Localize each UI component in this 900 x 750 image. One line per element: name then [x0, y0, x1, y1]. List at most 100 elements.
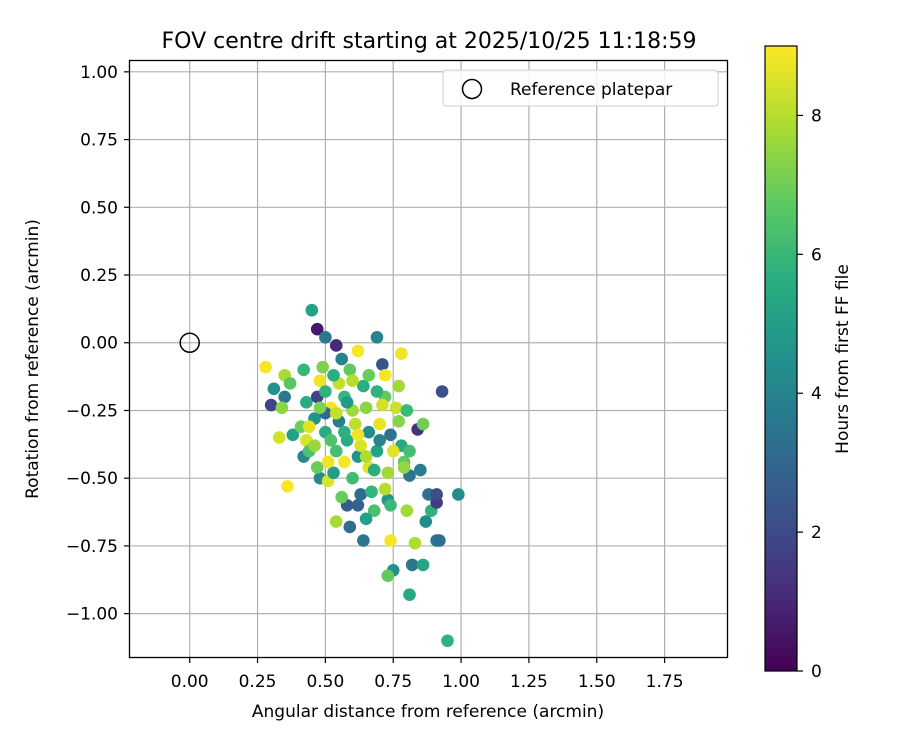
data-point	[381, 466, 395, 480]
data-point	[392, 415, 405, 428]
data-point	[343, 520, 357, 534]
data-point	[354, 439, 367, 452]
data-point	[354, 488, 367, 501]
y-tick-label: −0.75	[66, 537, 118, 557]
data-point	[435, 385, 449, 398]
colorbar-tick-label: 4	[811, 384, 822, 404]
data-point	[335, 490, 348, 504]
colorbar-tick-label: 2	[811, 523, 822, 543]
colorbar-gradient	[764, 45, 798, 672]
data-point	[367, 463, 381, 477]
data-point	[308, 439, 321, 452]
data-point	[359, 512, 373, 526]
y-axis-ticks: 1.00 0.75 0.50 0.25 0.00 −0.25 −0.50 −0.75 −1.00	[66, 63, 130, 625]
data-point	[324, 433, 338, 447]
plot-frame	[128, 59, 729, 659]
chart-title: FOV centre drift starting at 2025/10/25 …	[162, 29, 697, 54]
x-tick-label: 0.25	[239, 672, 277, 692]
data-point	[378, 482, 392, 496]
data-point	[367, 504, 381, 518]
data-point	[305, 303, 319, 317]
data-point	[376, 358, 389, 371]
y-tick-label: 1.00	[80, 63, 118, 83]
data-point	[302, 420, 316, 434]
data-point	[267, 382, 281, 396]
data-point	[329, 444, 343, 458]
data-point	[403, 444, 416, 458]
y-axis-label: Rotation from reference (arcmin)	[23, 219, 43, 499]
x-tick-label: 0.75	[374, 672, 412, 692]
legend-label: Reference platepar	[510, 80, 672, 100]
data-point	[351, 498, 365, 512]
data-point	[397, 461, 411, 474]
x-tick-label: 1.25	[510, 672, 548, 692]
data-point	[313, 374, 327, 387]
data-points	[259, 303, 465, 648]
data-point	[370, 331, 384, 344]
data-point	[441, 634, 454, 648]
data-point	[408, 536, 422, 550]
data-point	[389, 401, 403, 415]
data-point	[300, 396, 313, 409]
x-tick-label: 0.00	[171, 672, 209, 692]
data-point	[376, 398, 389, 412]
data-point	[357, 379, 370, 393]
data-point	[362, 368, 376, 382]
x-tick-label: 1.00	[442, 672, 480, 692]
data-point	[416, 417, 430, 431]
data-point	[297, 363, 310, 377]
data-point	[357, 534, 370, 547]
data-point	[346, 471, 359, 485]
data-point	[392, 379, 405, 393]
data-point	[400, 504, 414, 518]
data-point	[381, 569, 395, 583]
data-point	[386, 444, 400, 458]
data-point	[414, 463, 427, 477]
data-point	[316, 360, 329, 374]
y-tick-label: 0.25	[80, 266, 118, 286]
data-point	[430, 488, 443, 501]
colorbar-tick-label: 0	[811, 662, 822, 682]
colorbar: 0 2 4 6 8 Hours from first FF file	[764, 45, 853, 682]
legend-marker-open-circle	[461, 78, 483, 100]
data-point	[384, 498, 397, 512]
data-point	[362, 425, 376, 439]
data-point	[359, 401, 373, 415]
data-point	[264, 398, 278, 412]
data-point	[329, 339, 343, 352]
legend: Reference platepar	[442, 69, 719, 107]
data-point	[313, 401, 327, 415]
colorbar-tick-label: 8	[811, 106, 822, 126]
data-point	[321, 455, 335, 469]
data-point	[275, 401, 289, 415]
data-point	[405, 558, 419, 572]
data-point	[384, 428, 397, 442]
x-axis-ticks: 0.00 0.25 0.50 0.75 1.00 1.25 1.50 1.75	[171, 657, 684, 692]
y-tick-label: −0.25	[66, 401, 118, 421]
colorbar-ticks: 0 2 4 6 8	[797, 106, 822, 682]
data-point	[343, 363, 357, 377]
colorbar-tick-label: 6	[811, 245, 822, 265]
data-point	[310, 461, 324, 474]
data-point	[359, 450, 373, 463]
data-point	[338, 455, 351, 469]
data-point	[259, 360, 272, 374]
data-point	[351, 428, 365, 442]
data-point	[373, 433, 386, 447]
data-point	[338, 425, 351, 439]
data-point	[335, 352, 348, 366]
y-tick-label: 0.00	[80, 334, 118, 354]
x-tick-label: 1.75	[646, 672, 684, 692]
data-point	[283, 377, 297, 390]
data-point	[452, 488, 465, 501]
data-point	[272, 431, 286, 444]
colorbar-label: Hours from first FF file	[833, 264, 853, 454]
y-tick-label: −0.50	[66, 469, 118, 489]
y-tick-label: −1.00	[66, 605, 118, 625]
y-tick-label: 0.75	[80, 131, 118, 151]
reference-platepar-marker	[179, 332, 200, 353]
legend-box	[442, 69, 719, 107]
data-point	[351, 344, 365, 358]
grid-lines	[130, 61, 727, 657]
